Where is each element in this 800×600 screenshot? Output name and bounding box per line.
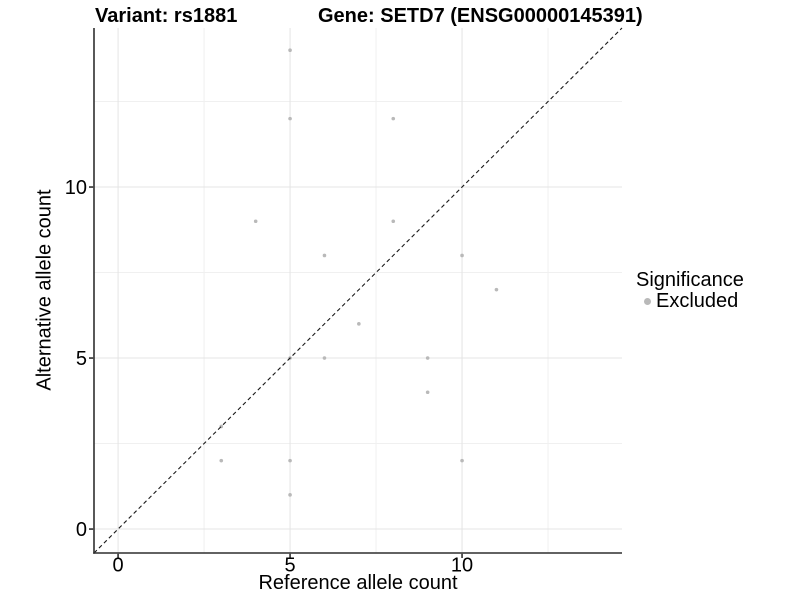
legend-item-excluded: Excluded [636,290,744,312]
x-tick-label: 0 [113,555,124,577]
legend-item-label: Excluded [656,290,739,312]
legend-title: Significance [636,269,744,291]
data-point [288,493,292,497]
data-point [288,116,292,121]
data-point [288,48,292,53]
excluded-point-icon [644,298,651,305]
data-point [253,219,258,224]
data-point [425,390,430,395]
x-tick-label: 5 [285,555,296,577]
data-point [391,116,396,121]
data-point [357,322,361,326]
gene-title: Gene: SETD7 (ENSG00000145391) [318,5,643,27]
x-tick-label: 10 [451,555,473,577]
y-tick-label: 0 [76,519,87,541]
data-point [288,458,292,463]
data-point [460,458,464,463]
data-point [219,458,224,463]
data-point [322,253,327,258]
data-point [494,287,499,292]
data-point [425,356,430,360]
variant-title: Variant: rs1881 [95,5,238,27]
legend: Significance Excluded [636,269,744,313]
y-tick-label: 5 [76,348,87,370]
data-point [460,253,464,258]
x-axis-title: Reference allele count [258,572,458,594]
identity-line [93,27,623,554]
y-axis-title: Alternative allele count [33,189,56,391]
y-tick-label: 10 [65,177,87,199]
data-point [322,356,327,360]
data-point [391,219,396,224]
